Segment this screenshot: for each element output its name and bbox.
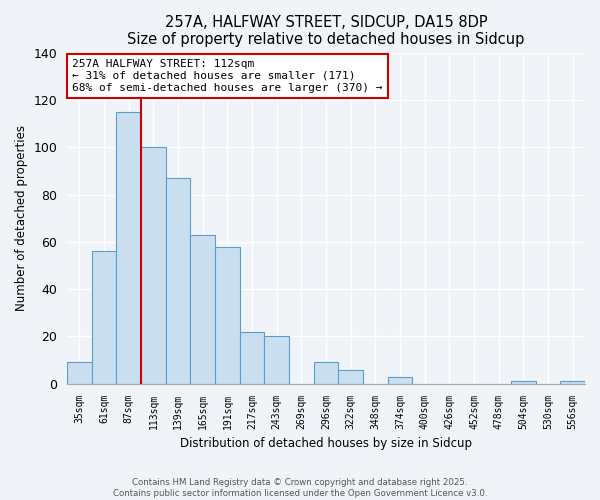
Bar — [240, 332, 265, 384]
Bar — [265, 336, 289, 384]
X-axis label: Distribution of detached houses by size in Sidcup: Distribution of detached houses by size … — [180, 437, 472, 450]
Y-axis label: Number of detached properties: Number of detached properties — [15, 125, 28, 311]
Bar — [511, 382, 536, 384]
Bar — [560, 382, 585, 384]
Bar — [141, 148, 166, 384]
Bar — [92, 252, 116, 384]
Bar — [388, 376, 412, 384]
Bar — [116, 112, 141, 384]
Bar — [338, 370, 363, 384]
Bar — [166, 178, 190, 384]
Text: Contains HM Land Registry data © Crown copyright and database right 2025.
Contai: Contains HM Land Registry data © Crown c… — [113, 478, 487, 498]
Bar — [67, 362, 92, 384]
Text: 257A HALFWAY STREET: 112sqm
← 31% of detached houses are smaller (171)
68% of se: 257A HALFWAY STREET: 112sqm ← 31% of det… — [73, 60, 383, 92]
Title: 257A, HALFWAY STREET, SIDCUP, DA15 8DP
Size of property relative to detached hou: 257A, HALFWAY STREET, SIDCUP, DA15 8DP S… — [127, 15, 525, 48]
Bar — [190, 235, 215, 384]
Bar — [314, 362, 338, 384]
Bar — [215, 246, 240, 384]
